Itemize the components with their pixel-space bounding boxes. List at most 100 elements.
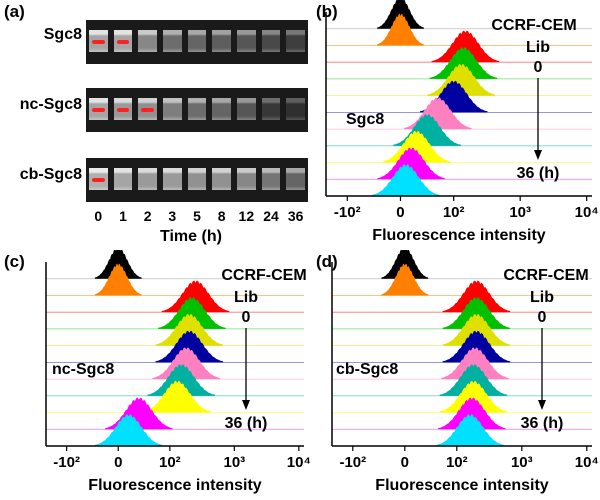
gel-band bbox=[212, 168, 231, 190]
gel-image bbox=[86, 158, 308, 202]
x-tick-label: 0 bbox=[396, 204, 404, 221]
gel-row-label: nc-Sgc8 bbox=[19, 96, 82, 113]
histogram-peak bbox=[377, 0, 424, 29]
x-tick-label: 10³ bbox=[509, 204, 531, 221]
histogram-peak bbox=[155, 314, 224, 346]
gel-band bbox=[261, 168, 281, 190]
annotation-cell-line: CCRF-CEM bbox=[221, 267, 306, 284]
gel-band bbox=[187, 30, 207, 52]
annotation-time-start: 0 bbox=[242, 309, 251, 326]
histogram-peak bbox=[442, 297, 511, 329]
histogram-peak bbox=[94, 250, 142, 279]
x-tick-label: -10² bbox=[334, 204, 361, 221]
gel-band bbox=[138, 30, 157, 52]
gel-lane-label: 1 bbox=[119, 208, 127, 224]
gel-lane-label: 12 bbox=[238, 208, 255, 224]
gel-band bbox=[261, 30, 281, 52]
x-tick-label: -10² bbox=[53, 454, 80, 471]
x-axis-title: Fluorescence intensity bbox=[375, 477, 548, 494]
x-tick-label: 10⁴ bbox=[575, 204, 599, 221]
gel-band bbox=[187, 168, 207, 190]
gel-band bbox=[237, 168, 256, 190]
annotation-aptamer: cb-Sgc8 bbox=[336, 361, 398, 378]
gel-lane-label: 2 bbox=[143, 208, 152, 224]
gel-band-marker bbox=[92, 178, 105, 182]
annotation-time-start: 0 bbox=[534, 59, 543, 76]
histogram-peak bbox=[381, 250, 429, 279]
gel-band-marker bbox=[116, 40, 130, 44]
gel-band bbox=[163, 30, 182, 52]
histogram-peak bbox=[431, 30, 500, 63]
x-tick-label: 10⁴ bbox=[287, 454, 310, 471]
annotation-lib: Lib bbox=[530, 289, 554, 306]
histogram-peak bbox=[161, 280, 230, 313]
x-tick-label: 10³ bbox=[223, 454, 245, 471]
histogram-peak bbox=[143, 380, 211, 413]
gel-lane-label: 36 bbox=[287, 208, 304, 224]
histogram-peak bbox=[377, 147, 445, 180]
annotation-time-end: 36 (h) bbox=[225, 415, 268, 432]
annotation-cell-line: CCRF-CEM bbox=[503, 267, 588, 284]
annotation-lib: Lib bbox=[234, 289, 258, 306]
histogram-peak bbox=[442, 314, 511, 346]
panel-letter-a: (a) bbox=[4, 2, 25, 21]
histogram-peak bbox=[439, 380, 508, 413]
gel-lane-label: 5 bbox=[193, 208, 201, 224]
x-tick-label: 0 bbox=[114, 454, 122, 471]
gel-image bbox=[86, 88, 308, 132]
gel-band bbox=[261, 98, 281, 120]
gel-xlabel: Time (h) bbox=[160, 228, 222, 245]
histogram-peak bbox=[429, 47, 498, 79]
gel-lane-label: 3 bbox=[168, 208, 177, 224]
annotation-lib: Lib bbox=[526, 39, 550, 56]
annotation-time-end: 36 (h) bbox=[521, 415, 564, 432]
histogram-peak bbox=[152, 347, 221, 380]
x-axis-title: Fluorescence intensity bbox=[372, 227, 545, 244]
gel-band bbox=[113, 168, 133, 190]
gel-band bbox=[138, 168, 157, 190]
histogram-peak bbox=[94, 414, 163, 446]
histogram-peak bbox=[439, 364, 508, 396]
x-tick-label: 0 bbox=[401, 454, 409, 471]
histogram-peak bbox=[442, 280, 511, 313]
histogram-plot-d: -10² 0 10² 10³ 10⁴ Fluorescence intensity CCRF… bbox=[331, 250, 599, 494]
histogram-peak bbox=[427, 64, 496, 96]
histogram-peak bbox=[437, 397, 506, 430]
annotation-aptamer: Sgc8 bbox=[346, 111, 384, 128]
histogram-peak bbox=[155, 330, 224, 363]
histogram-plot-b: -10² 0 10² 10³ 10⁴ Fluorescence intensity CCRF… bbox=[325, 0, 599, 244]
gel-band-marker bbox=[116, 108, 130, 112]
time-arrow-head bbox=[538, 400, 546, 410]
annotation-aptamer: nc-Sgc8 bbox=[52, 361, 114, 378]
x-tick-label: -10² bbox=[339, 454, 366, 471]
x-tick-label: 10⁴ bbox=[575, 454, 599, 471]
x-axis-title: Fluorescence intensity bbox=[88, 477, 261, 494]
x-tick-label: 10³ bbox=[511, 454, 533, 471]
histogram-peak bbox=[436, 414, 504, 446]
panel-letter-b: (b) bbox=[316, 2, 338, 21]
x-tick-label: 10² bbox=[443, 204, 465, 221]
gel-band bbox=[237, 98, 256, 120]
histogram-peak bbox=[442, 330, 511, 363]
gel-row-label: Sgc8 bbox=[43, 26, 82, 43]
gel-image bbox=[86, 20, 308, 64]
gel-band bbox=[163, 168, 182, 190]
gel-row-label: cb-Sgc8 bbox=[19, 166, 82, 183]
time-arrow-head bbox=[534, 150, 542, 160]
gel-band bbox=[163, 98, 182, 120]
histogram-peak bbox=[158, 297, 226, 329]
histogram-peak bbox=[147, 364, 215, 396]
histogram-peak bbox=[382, 130, 451, 163]
gel-band bbox=[237, 30, 256, 52]
annotation-cell-line: CCRF-CEM bbox=[491, 17, 576, 34]
annotation-time-end: 36 (h) bbox=[517, 165, 560, 182]
gel-band bbox=[286, 98, 305, 120]
x-tick-label: 10² bbox=[159, 454, 181, 471]
histogram-peak bbox=[441, 347, 509, 380]
histogram-peak bbox=[372, 164, 440, 196]
histogram-plot-c: -10² 0 10² 10³ 10⁴ Fluorescence intensity CCRF… bbox=[45, 250, 310, 494]
gel-band bbox=[187, 98, 207, 120]
annotation-time-start: 0 bbox=[538, 309, 547, 326]
x-tick-label: 10² bbox=[446, 454, 468, 471]
histogram-peak bbox=[377, 13, 424, 46]
